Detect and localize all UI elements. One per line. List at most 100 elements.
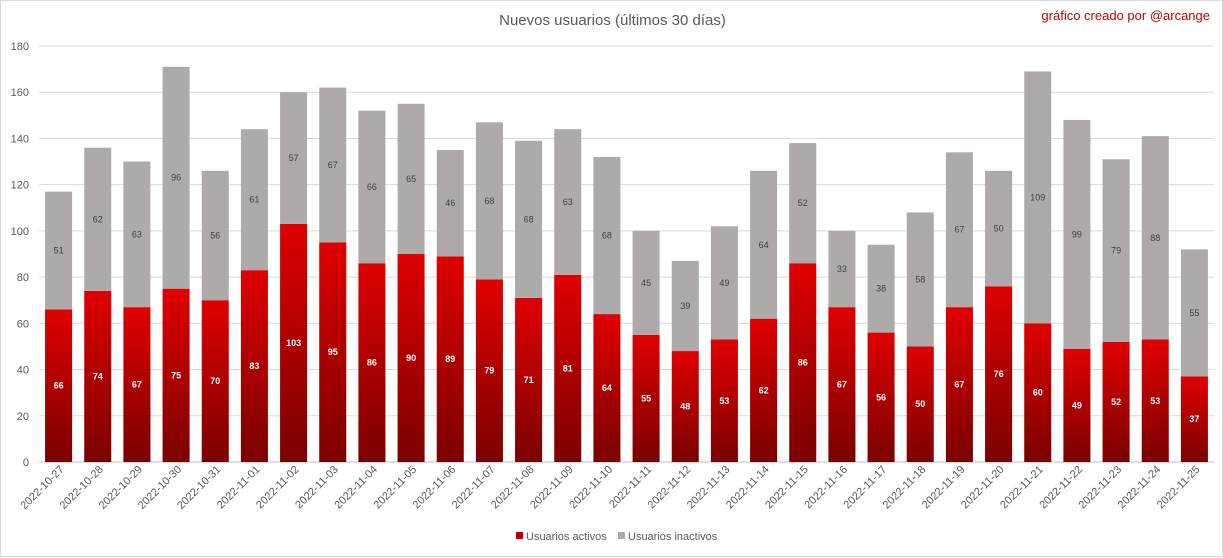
data-label-inactivos: 39: [680, 301, 690, 311]
data-label-inactivos: 33: [837, 264, 847, 274]
bar-activos: [1063, 348, 1091, 462]
data-label-activos: 89: [445, 354, 455, 364]
legend-swatch-inactivos: [618, 532, 625, 539]
y-axis: 0 20 40 60 80 100 120 140 160 180: [11, 41, 29, 469]
bar-inactivos: [358, 110, 386, 264]
data-label-inactivos: 64: [759, 240, 769, 250]
bar-inactivos: [1141, 136, 1169, 340]
data-label-activos: 103: [286, 338, 301, 348]
y-tick-label: 0: [23, 457, 29, 469]
bar-activos: [162, 288, 190, 462]
data-label-inactivos: 96: [171, 173, 181, 183]
y-tick-label: 160: [11, 87, 29, 99]
bar-inactivos: [240, 129, 268, 271]
bar-activos: [84, 290, 112, 462]
data-label-activos: 71: [524, 375, 534, 385]
bar-activos: [1102, 341, 1130, 462]
bar-activos: [319, 242, 347, 462]
bar-activos: [985, 286, 1013, 462]
bar-inactivos: [985, 170, 1013, 287]
bar-activos: [1180, 376, 1208, 462]
data-label-inactivos: 45: [641, 278, 651, 288]
data-label-activos: 56: [876, 392, 886, 402]
data-label-activos: 81: [563, 363, 573, 373]
data-label-inactivos: 46: [445, 198, 455, 208]
legend-label-inactivos: Usuarios inactivos: [628, 531, 718, 543]
data-label-activos: 70: [210, 376, 220, 386]
legend: Usuarios activos Usuarios inactivos: [516, 531, 718, 543]
y-tick-label: 140: [11, 133, 29, 145]
data-label-activos: 66: [54, 381, 64, 391]
data-label-activos: 37: [1189, 414, 1199, 424]
data-label-activos: 79: [484, 366, 494, 376]
data-label-inactivos: 88: [1150, 233, 1160, 243]
bar-activos: [671, 351, 699, 462]
y-tick-label: 40: [17, 365, 29, 377]
data-label-activos: 48: [680, 402, 690, 412]
bar-inactivos: [84, 147, 112, 291]
bar-inactivos: [1063, 119, 1091, 349]
data-label-activos: 49: [1072, 400, 1082, 410]
bar-inactivos: [593, 156, 621, 315]
data-label-inactivos: 62: [93, 214, 103, 224]
data-label-inactivos: 61: [249, 195, 259, 205]
bar-activos: [1141, 339, 1169, 462]
bar-inactivos: [867, 244, 895, 333]
data-label-activos: 53: [719, 396, 729, 406]
x-axis: 2022-10-272022-10-282022-10-292022-10-30…: [18, 464, 1202, 512]
y-tick-label: 120: [11, 180, 29, 192]
data-label-activos: 67: [954, 380, 964, 390]
y-tick-label: 100: [11, 226, 29, 238]
bar-inactivos: [280, 92, 308, 224]
y-tick-label: 180: [11, 41, 29, 53]
data-label-inactivos: 67: [328, 160, 338, 170]
y-tick-label: 20: [17, 411, 29, 423]
bar-inactivos: [671, 260, 699, 352]
bar-activos: [1024, 323, 1052, 462]
bar-inactivos: [710, 226, 738, 340]
data-label-inactivos: 52: [798, 198, 808, 208]
data-label-inactivos: 58: [915, 274, 925, 284]
bar-inactivos: [475, 122, 503, 280]
bar-inactivos: [554, 129, 582, 275]
data-label-inactivos: 55: [1189, 308, 1199, 318]
bar-activos: [789, 263, 817, 462]
data-label-inactivos: 68: [484, 196, 494, 206]
bar-activos: [123, 307, 151, 462]
data-label-activos: 90: [406, 353, 416, 363]
data-label-activos: 52: [1111, 397, 1121, 407]
bar-activos: [201, 300, 229, 462]
bar-inactivos: [162, 66, 190, 289]
bar-activos: [45, 309, 73, 462]
bar-activos: [632, 334, 660, 462]
bar-inactivos: [515, 140, 543, 298]
data-label-inactivos: 56: [210, 231, 220, 241]
bars: 66 51 74 62 67 63 75 96 70 56 83 61 103 57 95 67 86 66 90 6…: [45, 66, 1208, 462]
bar-activos: [280, 223, 308, 462]
bar-inactivos: [1180, 249, 1208, 377]
bar-inactivos: [945, 152, 973, 308]
data-label-inactivos: 66: [367, 182, 377, 192]
bar-inactivos: [1024, 71, 1052, 324]
bar-inactivos: [397, 103, 425, 255]
data-label-inactivos: 38: [876, 284, 886, 294]
bar-inactivos: [201, 170, 229, 301]
bar-activos: [906, 346, 934, 462]
data-label-activos: 67: [132, 380, 142, 390]
bar-activos: [593, 314, 621, 462]
data-label-activos: 95: [328, 347, 338, 357]
data-label-activos: 86: [367, 358, 377, 368]
data-label-activos: 55: [641, 393, 651, 403]
data-label-inactivos: 49: [719, 278, 729, 288]
bar-inactivos: [436, 150, 464, 257]
data-label-activos: 83: [249, 361, 259, 371]
data-label-inactivos: 63: [563, 197, 573, 207]
bar-activos: [554, 274, 582, 462]
data-label-activos: 75: [171, 370, 181, 380]
legend-swatch-activos: [516, 532, 523, 539]
legend-label-activos: Usuarios activos: [526, 531, 607, 543]
data-label-activos: 67: [837, 380, 847, 390]
bar-activos: [240, 270, 268, 462]
bar-activos: [515, 297, 543, 462]
